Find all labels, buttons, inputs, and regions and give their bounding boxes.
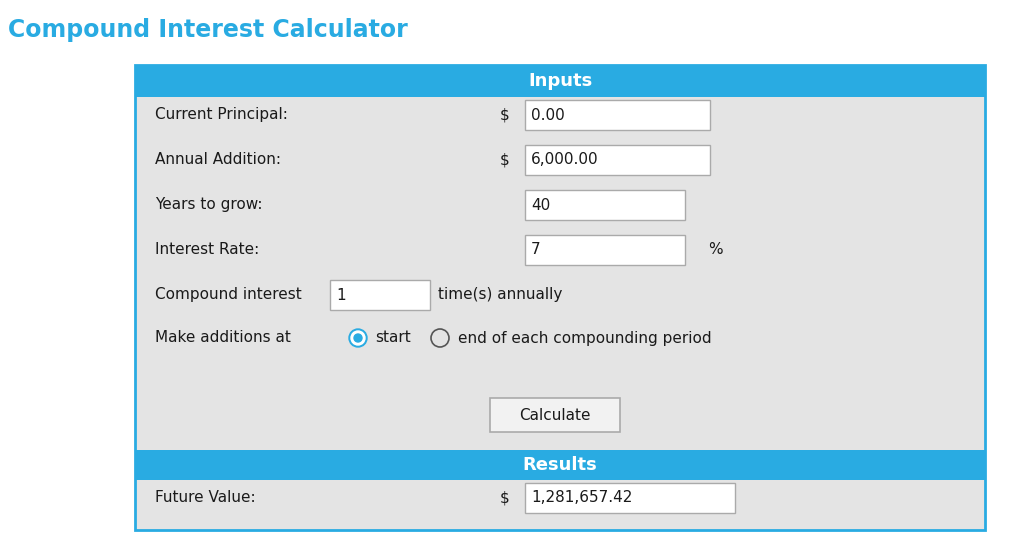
Text: Interest Rate:: Interest Rate:: [155, 242, 259, 258]
Text: Annual Addition:: Annual Addition:: [155, 152, 281, 167]
FancyBboxPatch shape: [525, 145, 710, 175]
Text: 40: 40: [531, 198, 550, 212]
Text: %: %: [708, 242, 723, 258]
Text: $: $: [500, 152, 510, 167]
FancyBboxPatch shape: [525, 100, 710, 130]
FancyBboxPatch shape: [525, 235, 685, 265]
Text: 7: 7: [531, 242, 541, 258]
Text: Current Principal:: Current Principal:: [155, 108, 288, 123]
FancyBboxPatch shape: [490, 398, 620, 432]
FancyBboxPatch shape: [525, 190, 685, 220]
Text: end of each compounding period: end of each compounding period: [458, 330, 712, 346]
Circle shape: [351, 331, 365, 345]
FancyBboxPatch shape: [135, 450, 985, 480]
Text: $: $: [500, 108, 510, 123]
Text: Calculate: Calculate: [519, 408, 591, 422]
Text: Future Value:: Future Value:: [155, 491, 256, 506]
Text: 0.00: 0.00: [531, 108, 565, 123]
Circle shape: [349, 329, 367, 347]
FancyBboxPatch shape: [135, 65, 985, 530]
Text: Inputs: Inputs: [528, 72, 592, 90]
Circle shape: [431, 329, 449, 347]
Text: start: start: [375, 330, 411, 346]
Text: 6,000.00: 6,000.00: [531, 152, 599, 167]
Text: Results: Results: [522, 456, 597, 474]
Text: Years to grow:: Years to grow:: [155, 198, 262, 212]
Text: Make additions at: Make additions at: [155, 330, 291, 346]
Text: Compound Interest Calculator: Compound Interest Calculator: [8, 18, 408, 42]
Text: 1: 1: [336, 287, 346, 302]
Text: time(s) annually: time(s) annually: [438, 287, 562, 302]
Text: $: $: [500, 491, 510, 506]
FancyBboxPatch shape: [330, 280, 430, 310]
Text: 1,281,657.42: 1,281,657.42: [531, 491, 633, 506]
Circle shape: [354, 334, 362, 342]
FancyBboxPatch shape: [525, 483, 735, 513]
Text: Compound interest: Compound interest: [155, 287, 302, 302]
FancyBboxPatch shape: [135, 65, 985, 97]
